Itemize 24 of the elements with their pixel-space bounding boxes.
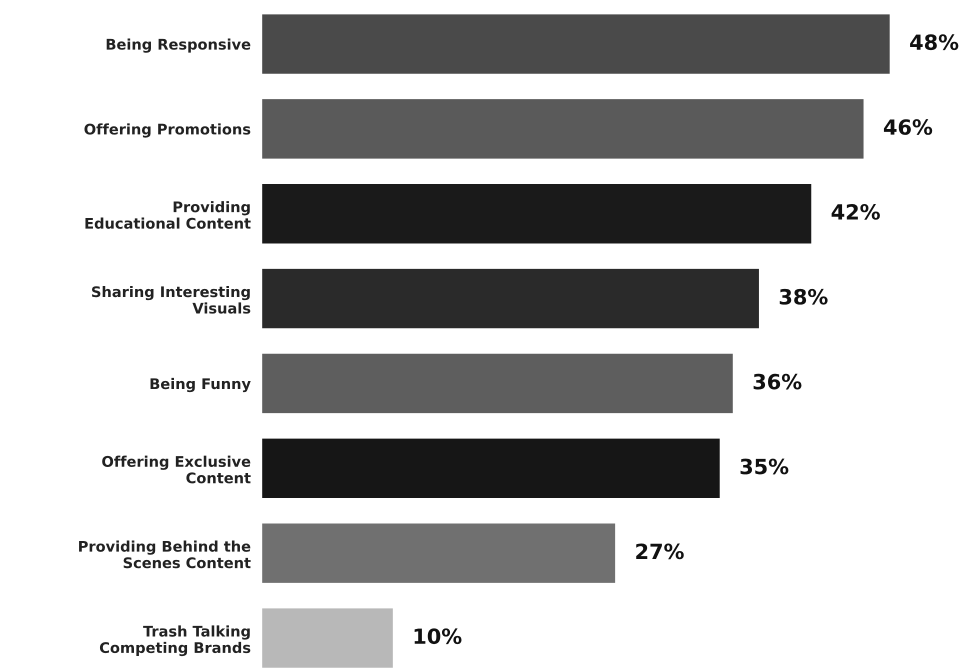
bar — [262, 268, 759, 328]
bar — [262, 438, 720, 498]
y-tick-label: Being Funny — [150, 378, 251, 392]
y-tick-label: Sharing Interesting Visuals — [92, 286, 250, 314]
y-tick-label: Offering Promotions — [84, 123, 250, 138]
bar — [262, 608, 393, 668]
data-label: 10% — [414, 628, 462, 644]
bar — [262, 99, 864, 159]
data-label: 36% — [754, 374, 802, 390]
data-label: 46% — [884, 119, 932, 135]
bar — [262, 14, 890, 74]
y-tick-label: Trash Talking Competing Brands — [100, 625, 250, 656]
y-tick-label: Providing Educational Content — [85, 201, 251, 229]
y-tick-label: Being Responsive — [106, 38, 250, 53]
data-label: 27% — [636, 543, 684, 560]
data-label: 35% — [740, 458, 788, 474]
y-tick-label: Providing Behind the Scenes Content — [79, 540, 251, 568]
data-label: 42% — [832, 204, 880, 220]
y-tick-label: Offering Exclusive Content — [102, 456, 251, 484]
data-label: 48% — [910, 34, 958, 50]
data-label: 38% — [780, 288, 828, 305]
bar — [262, 523, 616, 583]
bar — [262, 184, 812, 244]
bar — [262, 354, 733, 414]
